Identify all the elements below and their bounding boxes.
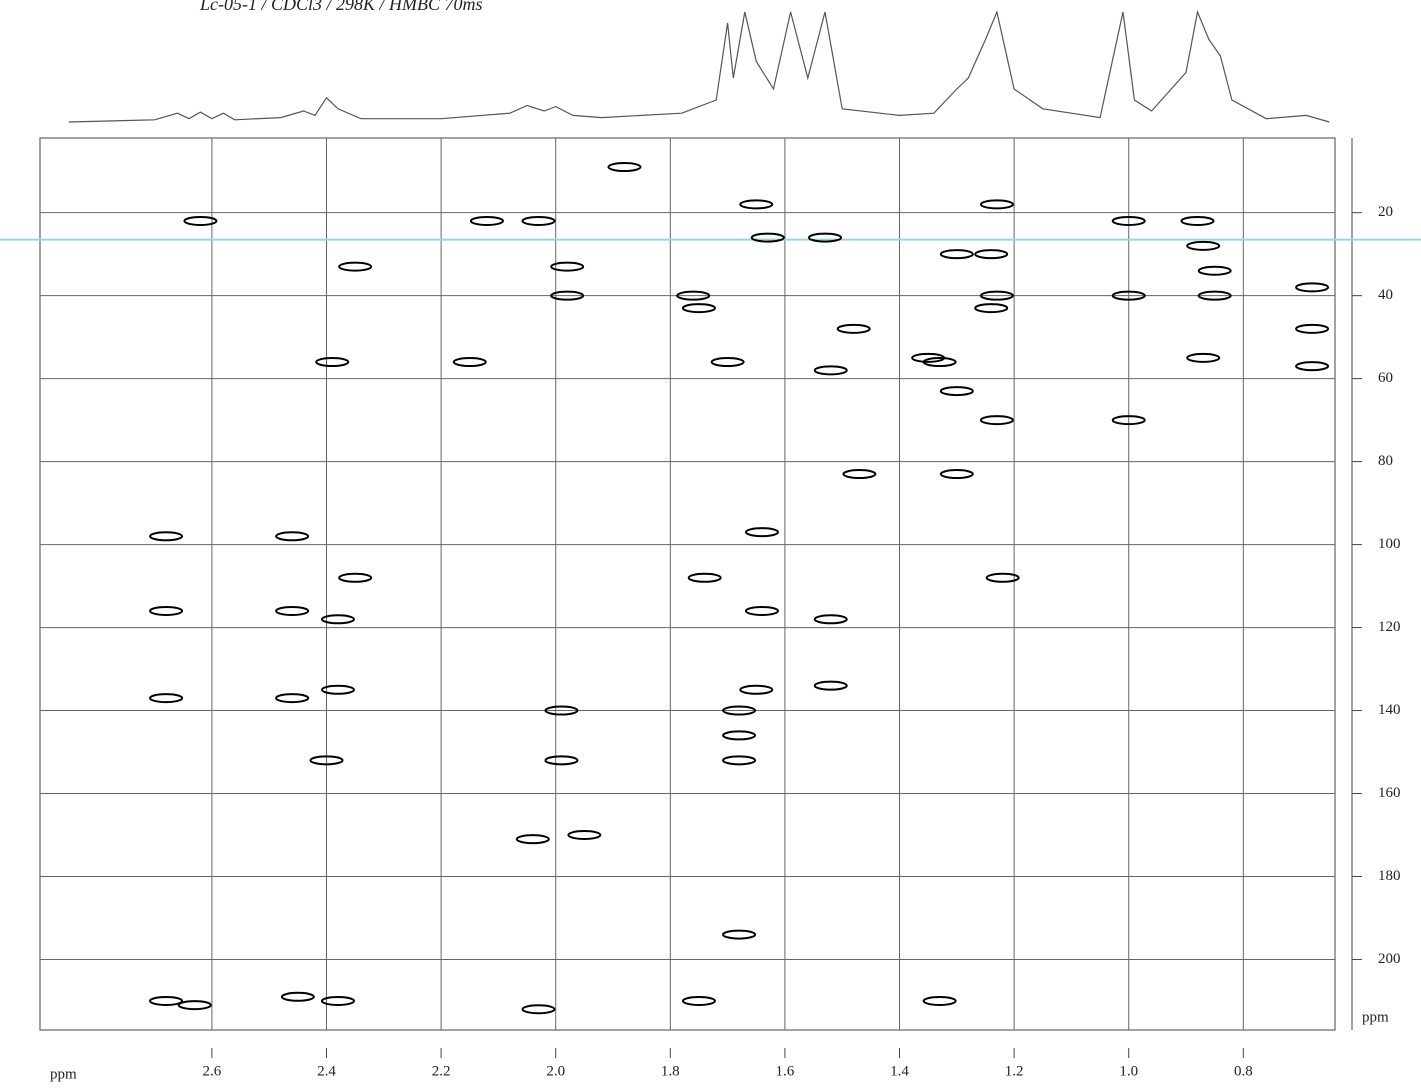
y-tick-label: 60 — [1378, 370, 1393, 386]
y-tick-label: 20 — [1378, 204, 1393, 220]
cross-peak — [687, 572, 722, 583]
x-tick-label: 1.6 — [776, 1063, 795, 1079]
x-tick-label: 0.8 — [1234, 1063, 1253, 1079]
cross-peak — [744, 605, 779, 616]
cross-peak — [315, 357, 350, 368]
x-tick-label: 2.6 — [203, 1063, 222, 1079]
cross-peak — [1197, 290, 1232, 301]
cross-peak — [676, 290, 711, 301]
x-tick-label: 1.4 — [890, 1063, 909, 1079]
cross-peak — [515, 834, 550, 845]
x-tick-label: 2.4 — [317, 1063, 336, 1079]
cross-peak — [1197, 265, 1232, 276]
x-tick-label: 2.0 — [546, 1063, 565, 1079]
cross-peak — [1186, 240, 1221, 251]
y-tick-label: 140 — [1378, 702, 1401, 718]
y-axis-label: ppm — [1362, 1009, 1389, 1025]
cross-peak — [275, 605, 310, 616]
cross-peak — [607, 162, 642, 173]
cross-peak — [544, 705, 579, 716]
cross-peak — [1180, 215, 1215, 226]
cross-peak — [681, 303, 716, 314]
x-tick-label: 1.0 — [1119, 1063, 1138, 1079]
cross-peak — [939, 249, 974, 260]
cross-peak — [1111, 290, 1146, 301]
cross-peak — [750, 232, 785, 243]
cross-peak — [922, 357, 957, 368]
cross-peak — [739, 199, 774, 210]
cross-peak — [149, 605, 184, 616]
y-tick-label: 80 — [1378, 453, 1393, 469]
cross-peak — [280, 991, 315, 1002]
chart-title: Lc-05-1 / CDCl3 / 298K / HMBC 70ms — [199, 0, 483, 14]
cross-peak — [550, 290, 585, 301]
cross-peak — [979, 290, 1014, 301]
cross-peak — [922, 995, 957, 1006]
cross-peak — [1111, 415, 1146, 426]
cross-peak — [149, 995, 184, 1006]
x-tick-label: 2.2 — [432, 1063, 451, 1079]
cross-peak — [1295, 282, 1330, 293]
cross-peak — [183, 215, 218, 226]
cross-peak — [979, 199, 1014, 210]
cross-peak — [544, 755, 579, 766]
cross-peak — [739, 684, 774, 695]
cross-peak — [842, 469, 877, 480]
cross-peak — [985, 572, 1020, 583]
x-axis-label: ppm — [50, 1066, 77, 1082]
cross-peak — [320, 614, 355, 625]
cross-peak — [275, 531, 310, 542]
cross-peak — [338, 572, 373, 583]
cross-peak — [521, 1004, 556, 1015]
projection-trace — [68, 9, 1330, 123]
cross-peak — [1295, 361, 1330, 372]
plot-frame — [39, 137, 1336, 1031]
cross-peak — [979, 415, 1014, 426]
cross-peak — [813, 365, 848, 376]
y-tick-label: 120 — [1378, 619, 1401, 635]
cross-peak — [813, 614, 848, 625]
cross-peak — [550, 261, 585, 272]
x-tick-label: 1.2 — [1005, 1063, 1024, 1079]
cross-peak — [722, 705, 757, 716]
cross-peak — [149, 531, 184, 542]
y-tick-label: 200 — [1378, 951, 1401, 967]
y-tick-label: 180 — [1378, 868, 1401, 884]
x-tick-label: 1.8 — [661, 1063, 680, 1079]
cross-peak — [710, 357, 745, 368]
cross-peak — [338, 261, 373, 272]
cross-peak — [974, 303, 1009, 314]
cross-peak — [1295, 323, 1330, 334]
cross-peak — [939, 386, 974, 397]
cross-peak — [722, 730, 757, 741]
cross-peak — [744, 527, 779, 538]
cross-peak — [469, 215, 504, 226]
cross-peak — [320, 995, 355, 1006]
cross-peak — [149, 693, 184, 704]
cross-peak — [452, 357, 487, 368]
cross-peak — [521, 215, 556, 226]
cross-peak — [1186, 352, 1221, 363]
cross-peak — [813, 680, 848, 691]
cross-peak — [722, 929, 757, 940]
cross-peak — [681, 995, 716, 1006]
cross-peak — [567, 830, 602, 841]
cross-peak — [722, 755, 757, 766]
cross-peak — [1111, 215, 1146, 226]
cross-peak — [808, 232, 843, 243]
cross-peak — [974, 249, 1009, 260]
cross-peak — [177, 1000, 212, 1011]
cross-peak — [320, 684, 355, 695]
y-tick-label: 100 — [1378, 536, 1401, 552]
cross-peak — [309, 755, 344, 766]
y-tick-label: 40 — [1378, 287, 1393, 303]
cross-peak — [939, 469, 974, 480]
y-tick-label: 160 — [1378, 785, 1401, 801]
cross-peak — [836, 323, 871, 334]
cross-peak — [275, 693, 310, 704]
